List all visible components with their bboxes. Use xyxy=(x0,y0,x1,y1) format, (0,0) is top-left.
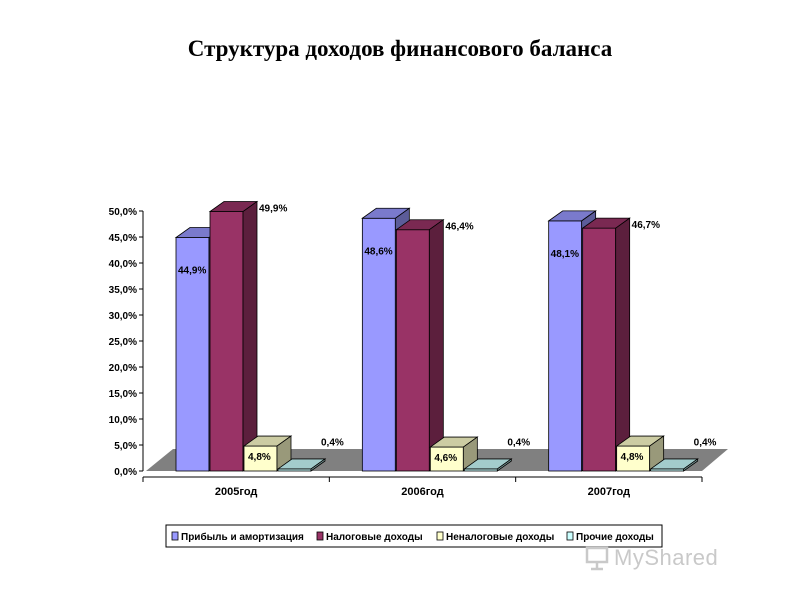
legend-label: Прочие доходы xyxy=(576,532,654,543)
y-tick-label: 35,0% xyxy=(109,285,137,296)
x-category-label: 2005год xyxy=(215,486,257,498)
data-label: 46,7% xyxy=(632,220,660,231)
bar-side xyxy=(310,458,326,472)
watermark: MyShared xyxy=(584,543,718,573)
legend-label: Неналоговые доходы xyxy=(446,532,554,543)
y-tick-label: 20,0% xyxy=(109,363,137,374)
bar-front xyxy=(175,237,210,472)
legend-entry: Прочие доходы xyxy=(566,531,654,543)
data-label: 46,4% xyxy=(445,222,473,233)
legend-swatch xyxy=(171,531,179,541)
bar-front xyxy=(395,229,430,472)
bar xyxy=(242,435,293,472)
y-tick-label: 30,0% xyxy=(109,311,137,322)
bar-front xyxy=(582,227,617,472)
y-tick-label: 5,0% xyxy=(114,441,137,452)
bar-front xyxy=(209,211,244,472)
y-tick-label: 15,0% xyxy=(109,389,137,400)
data-label: 48,1% xyxy=(551,249,579,260)
bar-side xyxy=(242,200,258,472)
bar xyxy=(581,217,631,472)
legend-entry: Неналоговые доходы xyxy=(436,531,554,543)
y-tick-label: 10,0% xyxy=(109,415,137,426)
data-label: 44,9% xyxy=(178,266,206,277)
bar-side xyxy=(615,217,631,472)
bar xyxy=(276,458,327,472)
legend-label: Налоговые доходы xyxy=(326,532,423,543)
bar xyxy=(208,200,259,472)
legend-label: Прибыль и амортизация xyxy=(181,531,304,543)
watermark-text: MyShared xyxy=(614,545,719,570)
data-label: 0,4% xyxy=(321,437,344,448)
bar-front xyxy=(361,217,396,472)
bar xyxy=(649,458,699,472)
data-label: 49,9% xyxy=(259,204,287,215)
legend-entry: Прибыль и амортизация xyxy=(171,531,304,543)
bar-side xyxy=(428,218,444,472)
y-tick-label: 50,0% xyxy=(109,207,137,218)
legend-swatch xyxy=(316,531,324,541)
legend-swatch xyxy=(566,531,574,541)
data-label: 4,8% xyxy=(248,452,271,463)
bar-side xyxy=(496,458,512,472)
bar xyxy=(463,458,513,472)
y-tick-label: 25,0% xyxy=(109,337,137,348)
data-label: 4,8% xyxy=(621,452,644,463)
legend-entry: Налоговые доходы xyxy=(316,531,423,543)
bar-front xyxy=(616,445,651,472)
legend-swatch xyxy=(436,531,444,541)
bar-side xyxy=(683,458,699,472)
y-tick-label: 40,0% xyxy=(109,259,137,270)
data-label: 4,6% xyxy=(434,453,457,464)
slide-title: Структура доходов финансового баланса xyxy=(187,36,613,61)
data-label: 0,4% xyxy=(507,437,530,448)
legend: Прибыль и амортизация Налоговые доходы Нен… xyxy=(165,524,663,548)
presentation-board-icon xyxy=(585,546,609,571)
x-category-label: 2007год xyxy=(588,486,630,498)
x-category-label: 2006год xyxy=(401,486,443,498)
y-tick-label: 0,0% xyxy=(114,467,137,478)
bar-front xyxy=(548,220,583,472)
data-label: 48,6% xyxy=(364,246,392,257)
legend-box xyxy=(165,524,663,548)
data-label: 0,4% xyxy=(694,437,717,448)
bar xyxy=(395,218,445,472)
y-tick-label: 45,0% xyxy=(109,233,137,244)
